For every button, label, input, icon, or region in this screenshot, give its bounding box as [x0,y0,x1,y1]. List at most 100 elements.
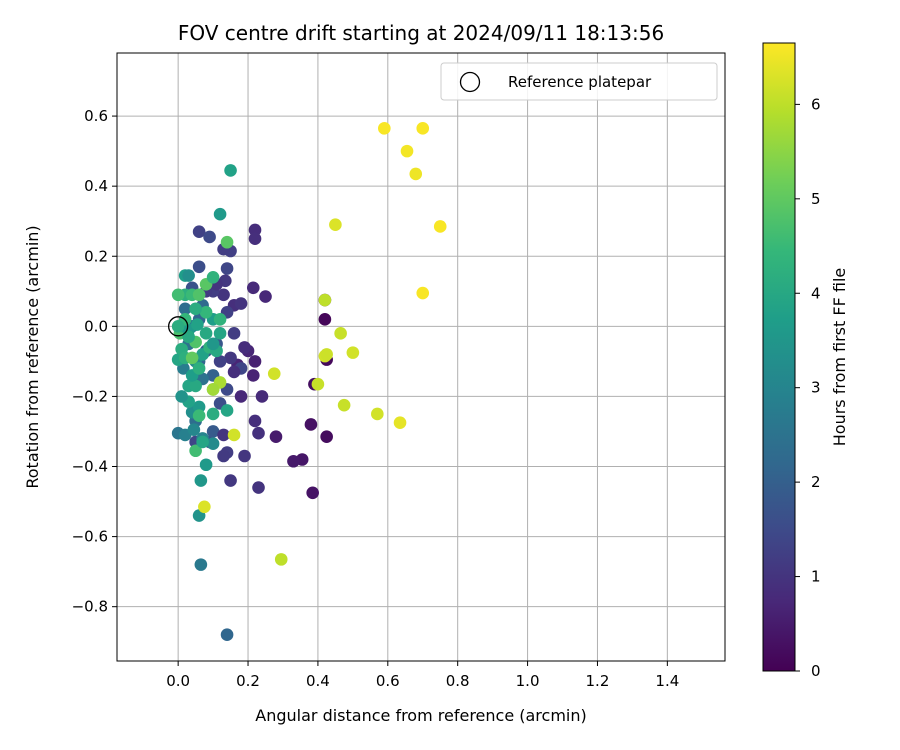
scatter-point [248,355,262,368]
scatter-point [187,423,201,437]
scatter-point [238,341,251,354]
scatter-point [269,430,283,444]
legend-box [440,62,718,101]
y-tick-label: −0.2 [72,387,108,405]
colorbar-label: Hours from first FF file [830,268,849,447]
scatter-point [220,628,234,642]
x-tick-label: 0.4 [306,672,330,690]
scatter-point [346,346,360,359]
scatter-point [393,416,407,430]
scatter-point [252,426,265,440]
scatter-point [213,327,227,340]
reference-marker-layer [167,316,189,337]
y-axis-ticks: 0.6 0.4 0.2 0.0 −0.2 −0.4 −0.6 −0.8 [72,107,117,616]
scatter-point [182,269,195,282]
scatter-point [185,351,199,365]
scatter-point [246,369,260,382]
scatter-point [416,122,430,135]
scatter-point [217,428,230,442]
scatter-point [224,164,237,177]
scatter-point [171,320,185,333]
scatter-point [189,444,202,458]
scatter-point [194,558,208,571]
scatter-point [213,313,227,326]
x-tick-label: 1.4 [655,672,679,690]
scatter-point [311,377,325,391]
scatter-point [192,288,206,302]
legend: Reference platepar [440,62,718,101]
scatter-point [175,390,188,403]
scatter-point [178,302,192,316]
scatter-point [320,348,333,361]
scatter-point [227,365,241,379]
scatter-point [224,474,237,487]
scatter-point [196,435,209,449]
colorbar-tick-label: 6 [811,95,821,113]
scatter-point [416,286,430,300]
scatter-point [252,481,265,494]
y-tick-label: 0.4 [84,177,108,195]
scatter-point [371,407,384,421]
colorbar [762,42,796,672]
colorbar-tick-label: 4 [811,284,821,302]
scatter-point [409,167,423,181]
scatter-point [206,407,220,421]
scatter-point [217,449,230,463]
scatter-point [255,390,269,403]
legend-entry-reference-platepar: Reference platepar [508,73,652,91]
plot-frame [116,52,726,662]
y-tick-label: −0.6 [72,528,108,546]
scatter-point [220,235,234,249]
y-tick-label: 0.0 [84,317,108,335]
scatter-point [227,327,241,340]
scatter-point [192,362,206,375]
grid-lines [117,53,725,661]
scatter-point [318,293,332,307]
scatter-point [206,337,220,351]
colorbar-tick-label: 1 [811,568,821,586]
scatter-point [192,400,206,414]
scatter-point [192,260,206,274]
y-tick-label: 0.2 [84,247,108,265]
scatter-point [246,281,260,295]
scatter-point [304,418,318,431]
scatter-point [189,379,202,393]
scatter-point [182,330,195,344]
scatter-point [206,270,220,284]
colorbar-ticks: 0 1 2 3 4 5 6 [795,95,821,680]
scatter-point [198,500,211,514]
scatter-point [329,218,342,232]
scatter-point [220,404,234,417]
scatter-point [199,306,213,319]
scatter-point [433,220,447,233]
scatter-point [227,428,241,442]
scatter-point [203,230,216,244]
x-tick-label: 0.8 [446,672,470,690]
scatter-point [238,449,251,463]
scatter-point [189,302,202,316]
scatter-point [234,390,248,403]
reference-platepar-marker [167,316,189,337]
x-axis-ticks: 0.0 0.2 0.4 0.6 0.8 1.0 1.2 1.4 [166,661,679,690]
x-tick-label: 0.0 [166,672,190,690]
scatter-point [400,144,414,158]
scatter-point [274,553,288,566]
legend-reference-marker [459,71,481,93]
colorbar-tick-label: 2 [811,473,821,491]
scatter-point [248,414,262,428]
x-tick-label: 0.6 [376,672,400,690]
scatter-point [217,288,230,302]
colorbar-tick-label: 5 [811,190,821,208]
chart-title: FOV centre drift starting at 2024/09/11 … [178,21,664,45]
scatter-point [267,367,281,380]
scatter-point [220,262,234,275]
scatter-point [248,223,262,237]
scatter-point [334,327,347,340]
scatter-point [259,290,272,303]
scatter-point [224,351,237,365]
scatter-point [199,327,213,340]
scatter-point [378,122,391,135]
x-tick-label: 1.0 [516,672,540,690]
scatter-point [213,207,227,221]
